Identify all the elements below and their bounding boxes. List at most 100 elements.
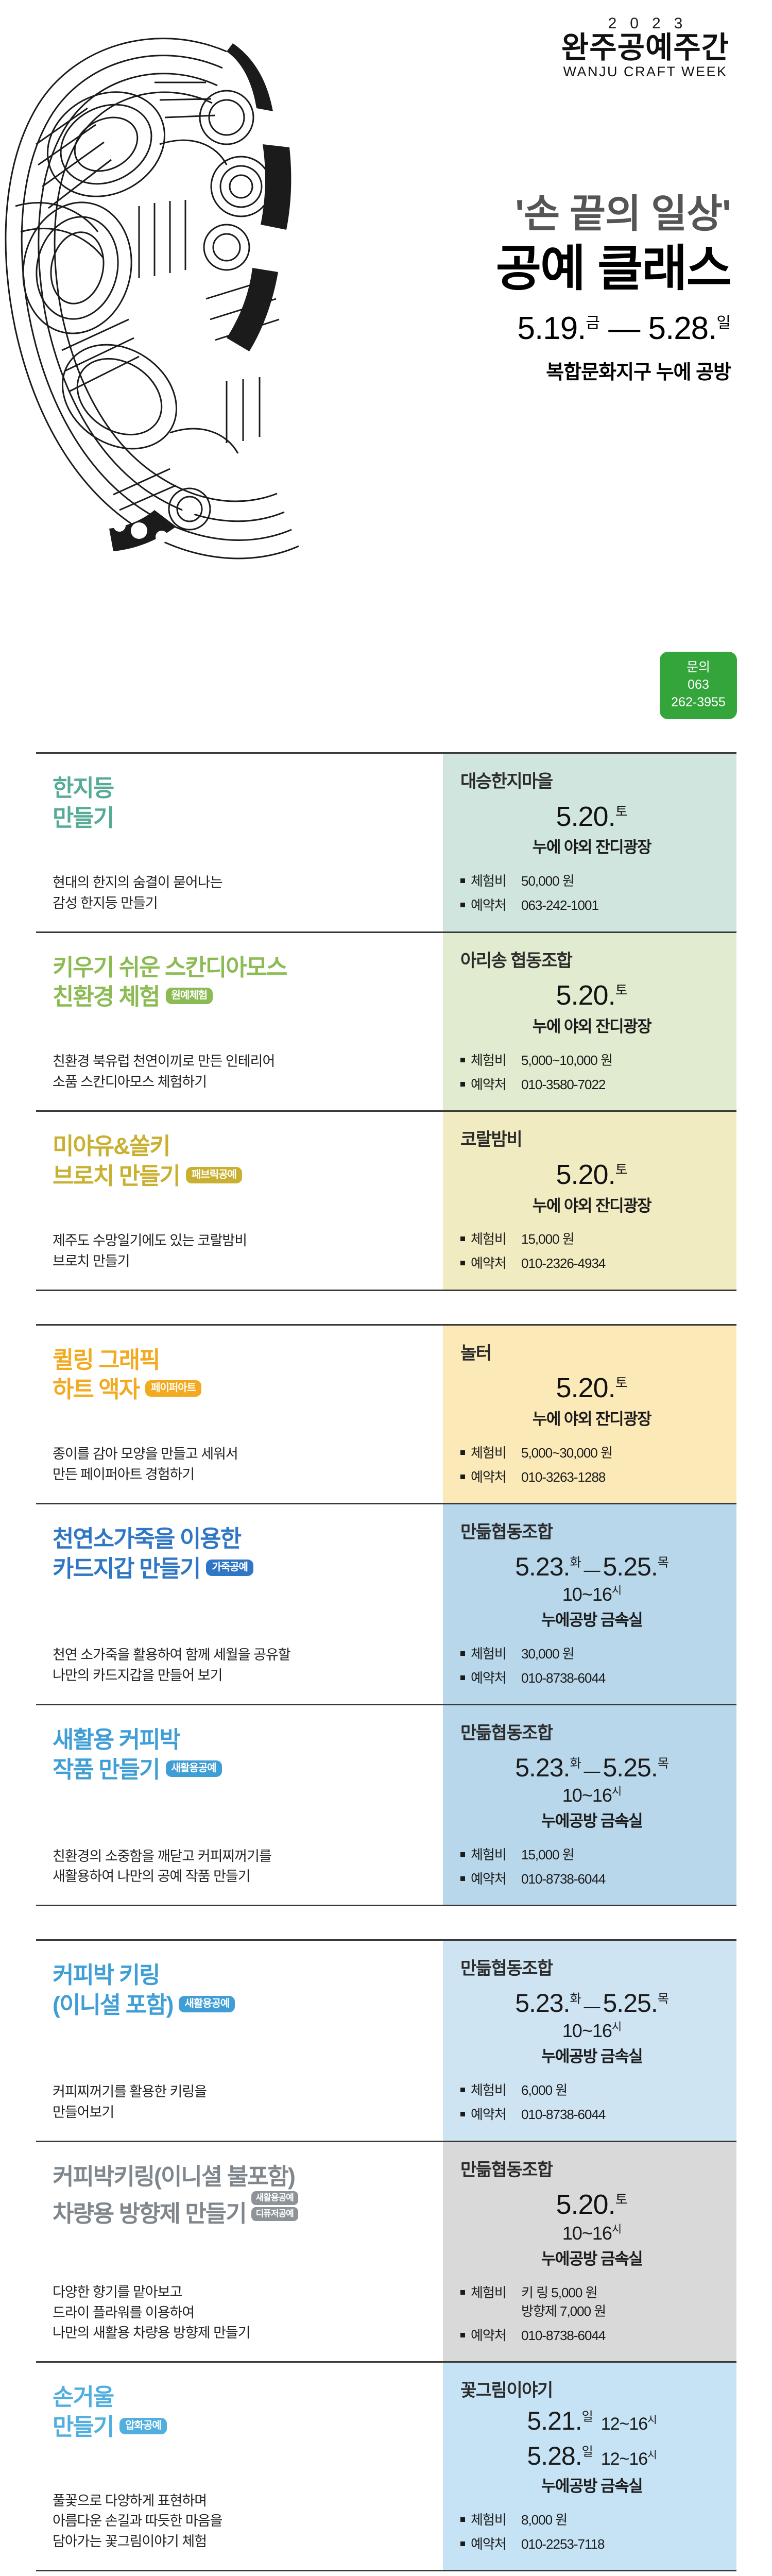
class-time: 10~16시 [562,1785,622,1806]
class-date-dash: — [584,1560,601,1579]
class-date: 5.20.토 [556,1372,628,1404]
class-title-line: 브로치 만들기 패브릭공예 [53,1161,427,1191]
class-organizer: 아리송 협동조합 [460,951,573,971]
class-fee-primary: 15,000 원 [521,1231,575,1247]
class-fee-primary: 6,000 원 [521,2082,568,2098]
class-booking-row[interactable]: 예약처 010-8738-6044 [460,2107,723,2123]
class-card[interactable]: 커피박 키링 (이니셜 포함) 새활용공예 커피찌꺼기를 활용한 키링을 만들어보기 만듦… [36,1939,736,2141]
class-fee-label: 체험비 [471,1646,507,1662]
class-description-line: 감성 한지등 만들기 [53,895,158,911]
brand-logo: 2023 완주공예주간 WANJU CRAFT WEEK [553,15,738,79]
class-booking-row[interactable]: 예약처 010-8738-6044 [460,1670,723,1686]
bullet-icon [460,1450,465,1455]
class-fee-row: 체험비 5,000~30,000 원 [460,1445,723,1461]
class-fee-primary: 키 링 5,000 원 [521,2284,598,2300]
class-booking-phone[interactable]: 010-8738-6044 [521,2328,606,2344]
class-date-end: 5.25. [603,1753,658,1783]
class-booking-row[interactable]: 예약처 010-3580-7022 [460,1077,723,1093]
class-fee-value: 5,000~30,000 원 [521,1445,723,1461]
class-organizer: 꽃그림이야기 [460,2381,553,2401]
class-date-end-day: 목 [657,1555,669,1570]
class-booking-phone[interactable]: 063-242-1001 [521,897,599,913]
class-meta: 체험비 50,000 원 예약처 063-242-1001 [460,858,723,913]
class-date-end-day: 목 [657,1756,669,1771]
hero-date-end-day: 일 [716,314,731,332]
class-card[interactable]: 퀼링 그래픽 하트 액자 페이퍼아트 종이를 감아 모양을 만들고 세워서 만든 페이퍼… [36,1324,736,1503]
class-place: 누에 야외 잔디광장 [532,1196,652,1215]
class-booking-phone[interactable]: 010-3263-1288 [521,1469,606,1485]
contact-phone-number: 262-3955 [671,694,726,709]
class-booking-phone[interactable]: 010-8738-6044 [521,2107,606,2123]
class-date-range: 5.23.화 —5.25.목 [460,1551,723,1582]
class-fee-primary: 30,000 원 [521,1646,575,1662]
class-date-day: 토 [615,803,628,819]
class-date: 5.20.토 [556,2189,628,2221]
class-title-line: 새활용 커피박 [53,1726,181,1753]
class-booking-label: 예약처 [471,1469,507,1485]
class-description-line: 브로치 만들기 [53,1253,130,1269]
class-description-line: 드라이 플라워를 이용하여 [53,2304,195,2320]
class-description: 제주도 수망일기에도 있는 코랄밤비 브로치 만들기 [53,1212,427,1272]
class-title-line: 손거울 [53,2384,114,2411]
class-title: 새활용 커피박 작품 만들기 새활용공예 [53,1725,427,1784]
class-organizer: 놀터 [460,1343,492,1363]
class-booking-row[interactable]: 예약처 010-8738-6044 [460,1871,723,1887]
contact-badge[interactable]: 문의 063 262-3955 [660,652,737,720]
class-description-line: 다양한 향기를 맡아보고 [53,2284,182,2300]
class-booking-phone[interactable]: 010-3580-7022 [521,1076,606,1092]
class-fee-row: 체험비 15,000 원 [460,1847,723,1863]
class-booking-label: 예약처 [471,1076,507,1092]
class-fee-primary: 8,000 원 [521,2512,568,2528]
hero-subtitle: '손 끝의 일상' [515,192,731,236]
class-fee-label: 체험비 [471,1847,507,1863]
zentangle-illustration-icon [0,0,355,598]
class-booking-phone[interactable]: 010-8738-6044 [521,1871,606,1887]
class-title: 손거울 만들기 압화공예 [53,2382,427,2442]
bullet-icon [460,1081,465,1087]
class-meta: 체험비 15,000 원 예약처 010-2326-4934 [460,1216,723,1272]
class-booking-phone[interactable]: 010-2253-7118 [521,2536,605,2552]
class-description: 친환경의 소중함을 깨닫고 커피찌꺼기를 새활용하여 나만의 공예 작품 만들기 [53,1828,427,1888]
class-card[interactable]: 키우기 쉬운 스칸디아모스 친환경 체험 원예체험 친환경 북유럽 천연이끼로 만든 … [36,931,736,1111]
class-date-start-day: 화 [570,1756,581,1771]
class-title: 키우기 쉬운 스칸디아모스 친환경 체험 원예체험 [53,953,427,1012]
class-booking-row[interactable]: 예약처 010-8738-6044 [460,2328,723,2344]
class-card-left: 커피박 키링 (이니셜 포함) 새활용공예 커피찌꺼기를 활용한 키링을 만들어보기 [36,1941,443,2141]
bullet-icon [460,2290,465,2295]
class-booking-row[interactable]: 예약처 010-3263-1288 [460,1469,723,1485]
class-booking-phone[interactable]: 010-2326-4934 [521,1256,606,1272]
class-booking-row[interactable]: 예약처 010-2253-7118 [460,2536,723,2552]
class-card-info-panel: 만듦협동조합 5.23.화 —5.25.목 10~16시 누에공방 금속실 체험비 6,00… [443,1941,736,2141]
class-card[interactable]: 한지등 만들기 현대의 한지의 숨결이 묻어나는 감성 한지등 만들기 대승한지마을 5.… [36,752,736,931]
class-date-start-day: 화 [570,1555,581,1570]
class-card[interactable]: 천연소가죽을 이용한 카드지갑 만들기 가죽공예 천연 소가죽을 활용하여 함께 세월… [36,1503,736,1704]
class-description-line: 만든 페이퍼아트 경험하기 [53,1467,195,1483]
class-fee-value: 15,000 원 [521,1847,723,1863]
class-booking-phone[interactable]: 010-8738-6044 [521,1670,606,1686]
class-card-left: 커피박키링(이니셜 불포함) 차량용 방향제 만들기 새활용공예 디퓨저공예 다양한 향… [36,2142,443,2362]
class-description-line: 아름다운 손길과 따듯한 마음을 [53,2513,222,2529]
class-title-line: 커피박키링(이니셜 불포함) [53,2163,296,2190]
class-card-left: 키우기 쉬운 스칸디아모스 친환경 체험 원예체험 친환경 북유럽 천연이끼로 만든 … [36,933,443,1111]
class-description: 다양한 향기를 맡아보고 드라이 플라워를 이용하여 나만의 새활용 차량용 방향제… [53,2264,427,2344]
class-description-line: 종이를 감아 모양을 만들고 세워서 [53,1446,238,1462]
class-title: 미야유&쏠키 브로치 만들기 패브릭공예 [53,1131,427,1191]
class-card[interactable]: 손거울 만들기 압화공예 풀꽃으로 다양하게 표현하며 아름다운 손길과 따듯한 마음을… [36,2361,736,2572]
class-booking-row[interactable]: 예약처 010-2326-4934 [460,1256,723,1272]
poster-header: 2023 완주공예주간 WANJU CRAFT WEEK '손 끝의 일상' 공… [0,0,772,752]
class-description-line: 소품 스칸디아모스 체험하기 [53,1074,207,1090]
class-card[interactable]: 커피박키링(이니셜 불포함) 차량용 방향제 만들기 새활용공예 디퓨저공예 다양한 향… [36,2140,736,2362]
class-card-info-panel: 꽃그림이야기 5.21.일 12~16시 5.28.일 12~16시 누에공방 금속실 체험… [443,2363,736,2570]
class-title-line: 천연소가죽을 이용한 [53,1526,242,1552]
class-booking-row[interactable]: 예약처 063-242-1001 [460,897,723,913]
class-fee-primary: 5,000~10,000 원 [521,1052,613,1068]
class-description-line: 현대의 한지의 숨결이 묻어나는 [53,874,222,890]
class-place: 누에 야외 잔디광장 [532,1410,652,1429]
class-tag: 새활용공예 [251,2191,298,2206]
class-organizer: 만듦협동조합 [460,1959,553,1979]
class-fee-label: 체험비 [471,1445,507,1461]
